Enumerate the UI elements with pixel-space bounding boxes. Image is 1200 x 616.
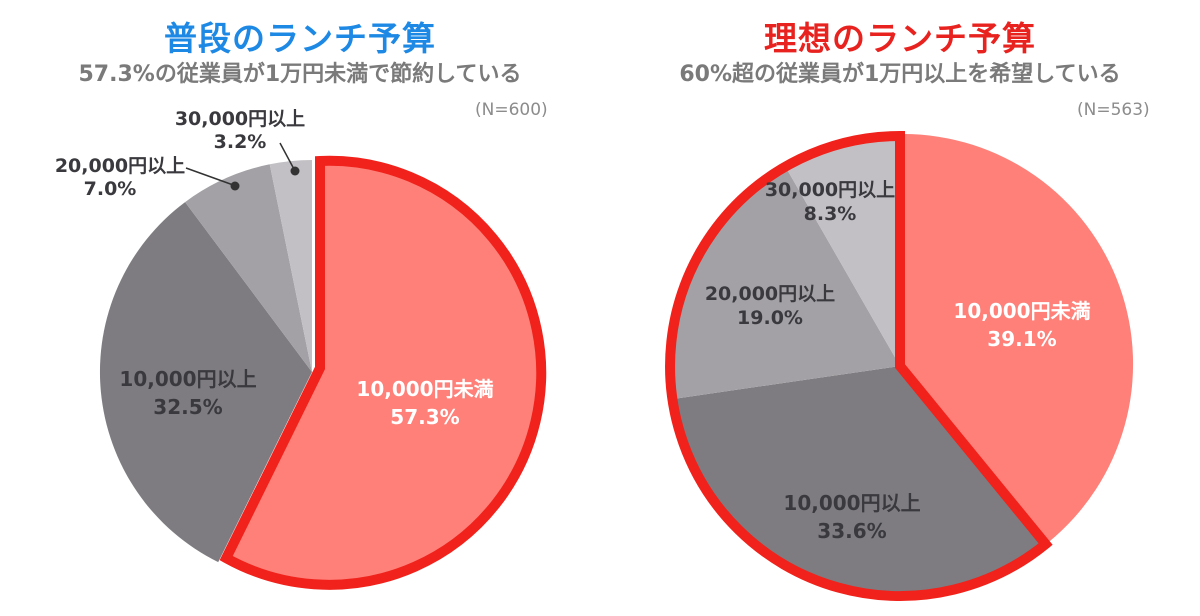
left-label-under10000-value: 57.3%	[390, 405, 459, 429]
left-chart-subtitle: 57.3%の従業員が1万円未満で節約している	[78, 62, 522, 87]
leader-line-30000	[279, 142, 296, 172]
left-slice-10000-plus	[99, 202, 312, 563]
left-slice-under-10000	[219, 155, 547, 590]
left-slice-20000-plus	[185, 164, 312, 372]
left-label-30000-value: 3.2%	[214, 131, 267, 153]
right-slice-30000-plus	[785, 136, 900, 366]
left-chart-panel: 普段のランチ予算 57.3%の従業員が1万円未満で節約している (N=600) …	[55, 19, 548, 590]
right-chart-title: 理想のランチ予算	[764, 19, 1036, 58]
leader-dot-30000	[290, 166, 300, 176]
left-pie-chart: 30,000円以上 3.2% 20,000円以上 7.0% 10,000円以上 …	[55, 108, 547, 590]
right-slice-20000-plus	[670, 166, 900, 400]
left-label-20000-name: 20,000円以上	[55, 155, 185, 177]
left-label-10000plus-name: 10,000円以上	[119, 367, 256, 391]
left-sample-size: (N=600)	[475, 100, 548, 120]
left-label-20000-value: 7.0%	[84, 178, 137, 200]
left-label-30000-name: 30,000円以上	[175, 108, 305, 130]
right-label-30000-value: 8.3%	[804, 203, 857, 225]
left-label-under10000-name: 10,000円未満	[356, 377, 493, 401]
right-highlight-outline	[665, 130, 1053, 601]
right-label-30000-name: 30,000円以上	[765, 179, 895, 201]
leader-dot-20000	[230, 181, 240, 191]
right-slice-under-10000	[903, 134, 1134, 543]
right-sample-size: (N=563)	[1077, 100, 1150, 120]
right-label-under10000-name: 10,000円未満	[953, 299, 1090, 323]
left-label-10000plus-value: 32.5%	[153, 395, 222, 419]
right-label-20000-value: 19.0%	[737, 307, 803, 329]
left-chart-title: 普段のランチ予算	[164, 19, 436, 58]
right-label-10000plus-value: 33.6%	[817, 519, 886, 543]
right-label-20000-name: 20,000円以上	[705, 283, 835, 305]
right-label-under10000-value: 39.1%	[987, 327, 1056, 351]
leader-line-20000	[185, 167, 237, 187]
right-chart-panel: 理想のランチ予算 60%超の従業員が1万円以上を希望している (N=563) 3…	[600, 0, 1200, 616]
right-pie-chart: 30,000円以上 8.3% 20,000円以上 19.0% 10,000円以上…	[665, 130, 1134, 601]
left-slice-30000-plus	[269, 160, 312, 372]
right-label-10000plus-name: 10,000円以上	[783, 491, 920, 515]
right-chart-subtitle: 60%超の従業員が1万円以上を希望している	[679, 62, 1121, 87]
right-slice-10000-plus	[672, 366, 1046, 597]
